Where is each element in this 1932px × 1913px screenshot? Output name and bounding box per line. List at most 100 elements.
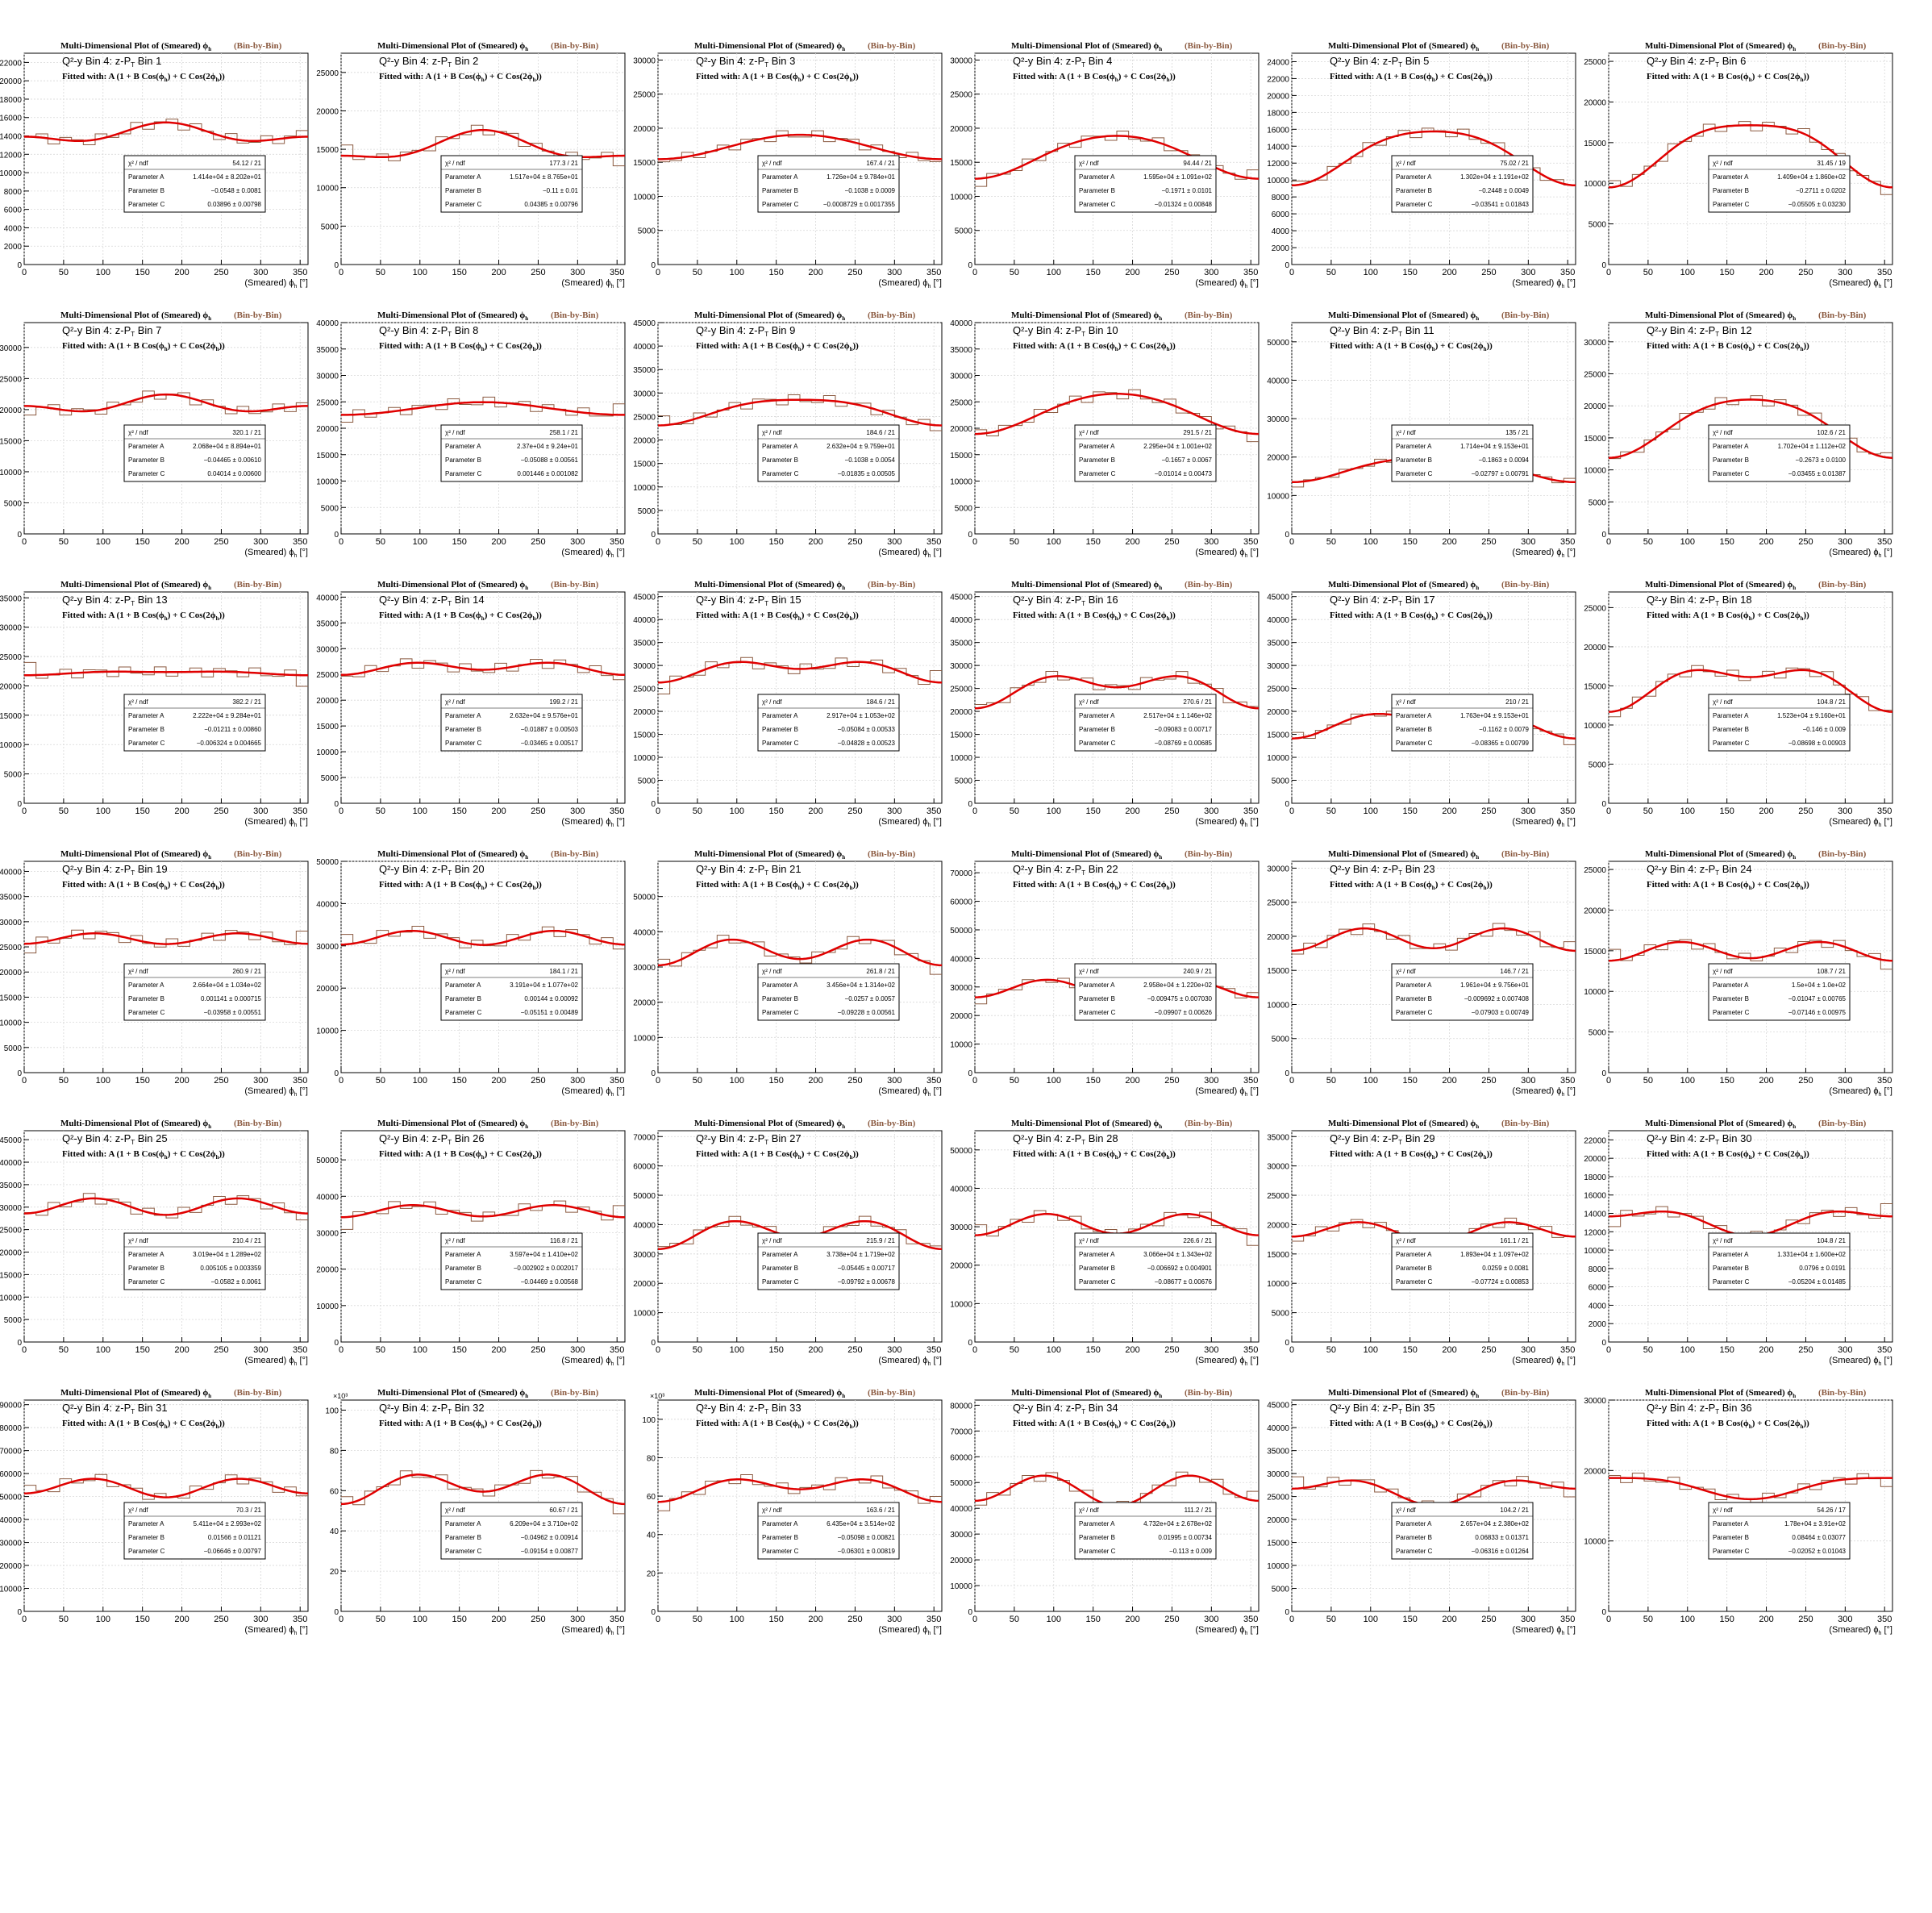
x-tick-label: 50 [693,537,702,547]
x-tick-label: 150 [1402,1345,1417,1355]
panel-title: Q²-y Bin 4: z-PT Bin 11 [1330,324,1434,338]
fit-curve [1291,927,1576,952]
x-tick-label: 100 [1364,806,1378,816]
x-tick-label: 0 [972,1615,977,1624]
plot-panel-2: Multi-Dimensional Plot of (Smeared) ϕh (B… [316,39,634,309]
stats-value: 291.5 / 21 [1183,429,1212,436]
x-tick-label: 0 [1289,1615,1294,1624]
stats-value: 210.4 / 21 [232,1237,261,1244]
stats-label: χ² / ndf [762,1507,782,1514]
fit-formula: Fitted with: A (1 + B Cos(ϕh) + C Cos(2ϕ… [62,341,225,352]
y-tick-label: 10000 [1267,1001,1289,1010]
y-tick-label: 22000 [0,59,22,68]
stats-value: 75.02 / 21 [1500,160,1529,167]
x-tick-label: 50 [1326,537,1336,547]
stats-value: 0.08464 ± 0.03077 [1792,1534,1846,1541]
plot-panel-36: Multi-Dimensional Plot of (Smeared) ϕh (B… [1584,1386,1901,1656]
stats-value: 2.068e+04 ± 8.894e+01 [193,443,261,450]
x-tick-label: 250 [1164,1345,1179,1355]
x-tick-label: 250 [1164,806,1179,816]
x-tick-label: 100 [413,1615,427,1624]
y-tick-label: 0 [334,1339,339,1348]
y-tick-label: 40 [330,1527,339,1536]
plot-svg: Multi-Dimensional Plot of (Smeared) ϕh (B… [633,310,943,559]
x-tick-label: 0 [656,1076,660,1086]
stats-label: χ² / ndf [1396,968,1416,975]
y-tick-label: 40000 [0,1159,22,1168]
plot-svg: Multi-Dimensional Plot of (Smeared) ϕh (B… [950,41,1260,290]
x-tick-label: 100 [1680,537,1695,547]
y-tick-label: 15000 [1267,1251,1289,1260]
histogram-series [341,396,625,423]
plot-panel-34: Multi-Dimensional Plot of (Smeared) ϕh (B… [950,1386,1268,1656]
stats-label: χ² / ndf [1396,698,1416,706]
y-tick-label: 40000 [950,616,972,625]
y-tick-label: 10000 [0,741,22,750]
stats-label: Parameter C [1396,1278,1433,1286]
y-tick-label: 0 [1601,800,1606,809]
bin-by-bin-note: (Bin-by-Bin) [1818,41,1867,51]
stats-label: Parameter C [128,1009,165,1016]
stats-value: 1.523e+04 ± 9.160e+01 [1777,712,1846,719]
stats-label: Parameter A [1079,1520,1115,1527]
x-axis-label: (Smeared) ϕh [°] [244,817,308,828]
y-tick-label: 10000 [1584,180,1606,189]
stats-value: 54.26 / 17 [1817,1507,1846,1514]
stats-label: Parameter C [1079,740,1116,747]
y-tick-label: 15000 [633,731,656,740]
y-tick-label: 25000 [0,653,22,662]
y-tick-label: 16000 [1584,1192,1606,1201]
y-tick-label: 45000 [950,594,972,602]
stats-label: χ² / ndf [445,1237,465,1244]
fit-curve [24,670,308,677]
y-tick-label: 10000 [316,1027,339,1036]
stats-label: Parameter B [445,456,481,464]
y-tick-label: 0 [1285,1339,1289,1348]
x-tick-label: 50 [1643,1345,1653,1355]
x-tick-label: 200 [1125,537,1139,547]
x-tick-label: 200 [174,806,189,816]
stats-value: 184.1 / 21 [549,968,578,975]
x-tick-label: 0 [22,806,27,816]
fit-formula: Fitted with: A (1 + B Cos(ϕh) + C Cos(2ϕ… [1013,1419,1176,1430]
super-title: Multi-Dimensional Plot of (Smeared) ϕh [1328,849,1479,861]
panel-title: Q²-y Bin 4: z-PT Bin 2 [379,55,478,69]
x-tick-label: 150 [1719,268,1734,277]
x-tick-label: 0 [1289,537,1294,547]
plot-svg: Multi-Dimensional Plot of (Smeared) ϕh (B… [1584,310,1893,559]
super-title: Multi-Dimensional Plot of (Smeared) ϕh [1328,41,1479,52]
bin-by-bin-note: (Bin-by-Bin) [234,310,282,320]
x-axis-label: (Smeared) ϕh [°] [561,1625,625,1636]
y-tick-label: 80000 [0,1424,22,1433]
y-tick-label: 45000 [0,1136,22,1145]
stats-value: 1.893e+04 ± 1.097e+02 [1460,1251,1529,1258]
stats-value: −0.08365 ± 0.00799 [1472,740,1530,747]
y-tick-label: 25000 [316,69,339,78]
plot-panel-17: Multi-Dimensional Plot of (Smeared) ϕh (B… [1267,577,1584,848]
x-tick-label: 300 [1204,1615,1218,1624]
x-axis-label: (Smeared) ϕh [°] [561,817,625,828]
stats-value: 1.763e+04 ± 9.153e+01 [1460,712,1529,719]
bin-by-bin-note: (Bin-by-Bin) [1185,1388,1233,1398]
x-tick-label: 100 [96,1076,110,1086]
y-tick-label: 18000 [1584,1173,1606,1182]
y-tick-label: 0 [968,1608,972,1617]
panel-title: Q²-y Bin 4: z-PT Bin 31 [62,1402,168,1415]
stats-label: Parameter A [445,1520,481,1527]
x-tick-label: 200 [1442,1076,1456,1086]
x-tick-label: 150 [1085,1615,1100,1624]
stats-value: 240.9 / 21 [1183,968,1212,975]
stats-value: −0.05204 ± 0.01485 [1788,1278,1847,1286]
fit-formula: Fitted with: A (1 + B Cos(ϕh) + C Cos(2ϕ… [696,611,859,622]
x-tick-label: 100 [730,1345,744,1355]
bin-by-bin-note: (Bin-by-Bin) [1818,580,1867,590]
x-tick-label: 350 [1243,1076,1258,1086]
super-title: Multi-Dimensional Plot of (Smeared) ϕh [694,310,845,322]
plot-panel-23: Multi-Dimensional Plot of (Smeared) ϕh (B… [1267,847,1584,1117]
x-tick-label: 250 [531,1615,545,1624]
y-tick-label: 25000 [316,671,339,680]
x-axis-label: (Smeared) ϕh [°] [1195,548,1259,559]
y-tick-label: 15000 [950,159,972,168]
panel-title: Q²-y Bin 4: z-PT Bin 9 [696,324,795,338]
fit-formula: Fitted with: A (1 + B Cos(ϕh) + C Cos(2ϕ… [696,880,859,891]
